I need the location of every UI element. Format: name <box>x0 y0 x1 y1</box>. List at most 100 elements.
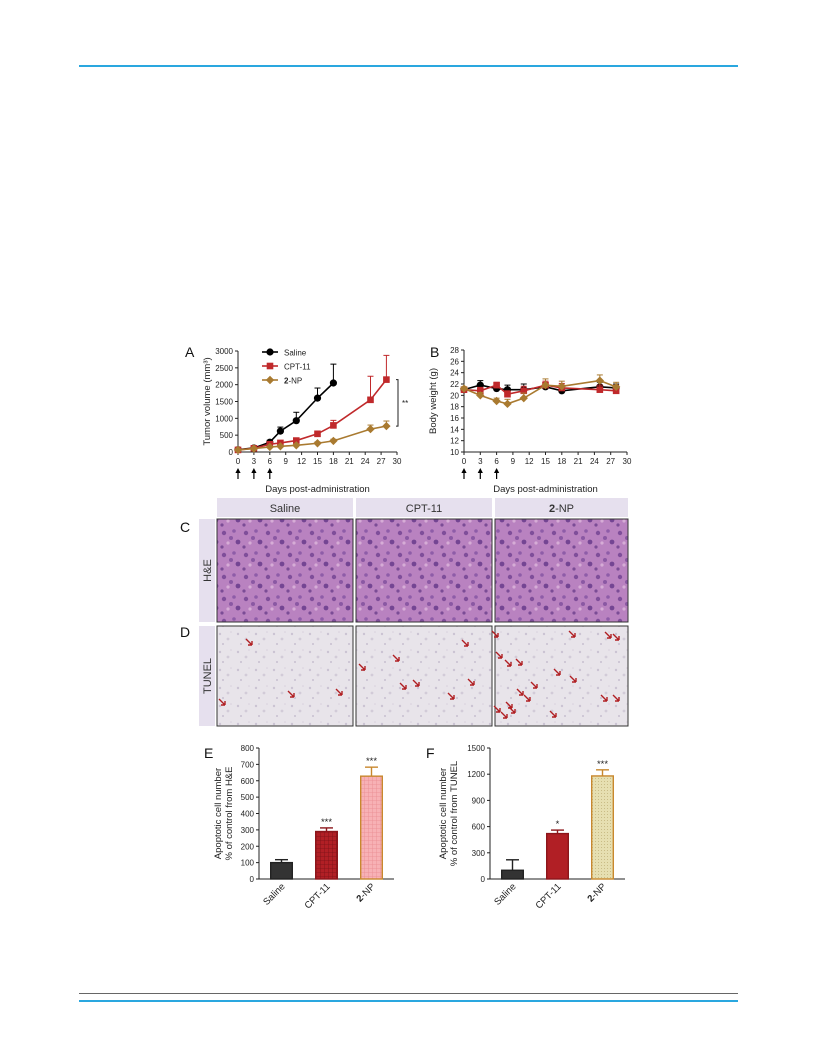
data-point <box>249 444 259 453</box>
data-point <box>313 439 322 448</box>
y-tick-label: 900 <box>472 796 486 805</box>
series-2-np <box>233 420 391 455</box>
significance-bracket <box>396 379 399 427</box>
y-tick-label: 0 <box>481 875 486 884</box>
significance-marker: * <box>556 819 560 830</box>
x-tick-label: 21 <box>345 457 354 466</box>
apoptosis-arrow <box>568 630 576 638</box>
he-image-2-np <box>494 518 629 623</box>
data-point <box>493 381 500 389</box>
apoptosis-arrow <box>392 654 400 662</box>
series-line <box>463 379 617 405</box>
data-point <box>504 390 511 398</box>
he-image-saline <box>216 518 354 623</box>
bar-cpt-11 <box>546 832 570 880</box>
row-header-bg <box>199 519 215 622</box>
apoptosis-arrow <box>612 694 620 702</box>
y-tick-label: 500 <box>220 431 234 440</box>
x-tick-label: 27 <box>606 457 615 466</box>
x-tick-label: 3 <box>252 457 257 466</box>
significance-marker: *** <box>597 759 608 770</box>
series-line <box>237 379 388 451</box>
y-tick-label: 26 <box>450 357 459 366</box>
data-point <box>330 422 337 429</box>
data-point <box>276 427 284 435</box>
column-header-bg <box>217 498 353 517</box>
apoptosis-arrow <box>412 679 420 687</box>
row-header: H&E <box>202 559 214 582</box>
tunel-image-saline <box>216 625 354 727</box>
series-line <box>237 382 334 451</box>
chart-body-weight: B 10 12 14 16 18 20 22 24 26 28 0 3 6 9 12 15 18 21 24 27 30 D… <box>428 344 632 495</box>
legend-label: Saline <box>284 349 307 358</box>
y-tick-label: 1000 <box>215 414 233 423</box>
x-tick-label: 18 <box>329 457 338 466</box>
x-axis-label: Days post-administration <box>493 484 598 495</box>
y-tick-label: 800 <box>241 744 255 753</box>
chart-apoptosis-he: E 0 100 200 300 400 500 600 700 800 Apoptotic cell… <box>204 744 394 911</box>
x-tick-label: 2-NP <box>586 881 609 904</box>
data-point <box>519 393 528 403</box>
data-point <box>541 380 550 390</box>
data-point <box>329 436 338 446</box>
panel-letter: B <box>430 344 439 360</box>
y-tick-label: 100 <box>241 859 255 868</box>
panel-letter: F <box>426 745 435 761</box>
dosing-arrow-head <box>235 468 241 473</box>
apoptosis-arrow <box>335 688 343 696</box>
significance-marker: *** <box>366 756 377 767</box>
y-tick-label: 20 <box>450 391 459 400</box>
data-point <box>477 387 484 395</box>
footer-rule <box>79 1000 738 1002</box>
panel-letter: E <box>204 745 213 761</box>
legend-marker <box>265 375 275 385</box>
column-header: 2-NP <box>549 503 574 515</box>
data-point <box>367 396 374 404</box>
footer-rule-dark <box>79 993 738 994</box>
column-header: Saline <box>270 503 301 515</box>
dosing-arrow-head <box>251 468 257 473</box>
x-tick-label: 2-NP <box>355 881 378 904</box>
y-tick-label: 0 <box>229 448 234 457</box>
legend-marker <box>266 362 274 370</box>
x-tick-label: 24 <box>361 457 370 466</box>
data-point <box>520 387 528 395</box>
x-tick-label: 12 <box>297 457 306 466</box>
y-axis-label: Apoptotic cell number <box>213 768 224 859</box>
y-tick-label: 2000 <box>215 381 233 390</box>
chart-apoptosis-tunel: F 0 300 600 900 1200 1500 Apoptotic cell number… <box>426 744 625 911</box>
data-point <box>292 441 301 450</box>
legend-label: 2-NP <box>284 377 302 386</box>
dosing-arrow-head <box>494 468 500 473</box>
apoptosis-arrow <box>515 658 523 666</box>
significance-marker: *** <box>321 817 332 828</box>
y-tick-label: 300 <box>472 849 486 858</box>
histology-panels: Saline CPT-11 2-NP H&E TUNEL C D <box>180 498 629 727</box>
tunel-image-cpt-11 <box>355 625 493 727</box>
apoptosis-arrow <box>500 711 508 719</box>
bar-saline <box>270 861 294 880</box>
y-tick-label: 1500 <box>215 398 233 407</box>
significance-marker: ** <box>402 399 408 408</box>
y-tick-label: 500 <box>241 793 255 802</box>
y-tick-label: 1500 <box>467 744 485 753</box>
bar-2-np <box>591 775 615 880</box>
y-tick-label: 3000 <box>215 347 233 356</box>
column-header-bg <box>356 498 492 517</box>
apoptosis-arrow <box>467 678 475 686</box>
y-tick-label: 2500 <box>215 364 233 373</box>
row-header-bg <box>199 626 215 726</box>
apoptosis-arrow <box>612 633 620 641</box>
data-point <box>314 430 321 438</box>
data-point <box>366 424 375 434</box>
y-tick-label: 10 <box>450 448 459 457</box>
x-tick-label: CPT-11 <box>303 881 333 911</box>
apoptosis-arrow <box>569 675 577 683</box>
data-point <box>292 417 300 425</box>
x-tick-label: 6 <box>268 457 273 466</box>
x-tick-label: 9 <box>511 457 516 466</box>
series-cpt-11 <box>460 380 620 398</box>
apoptosis-arrow <box>523 694 531 702</box>
data-point <box>329 379 337 387</box>
apoptosis-arrow <box>461 639 469 647</box>
